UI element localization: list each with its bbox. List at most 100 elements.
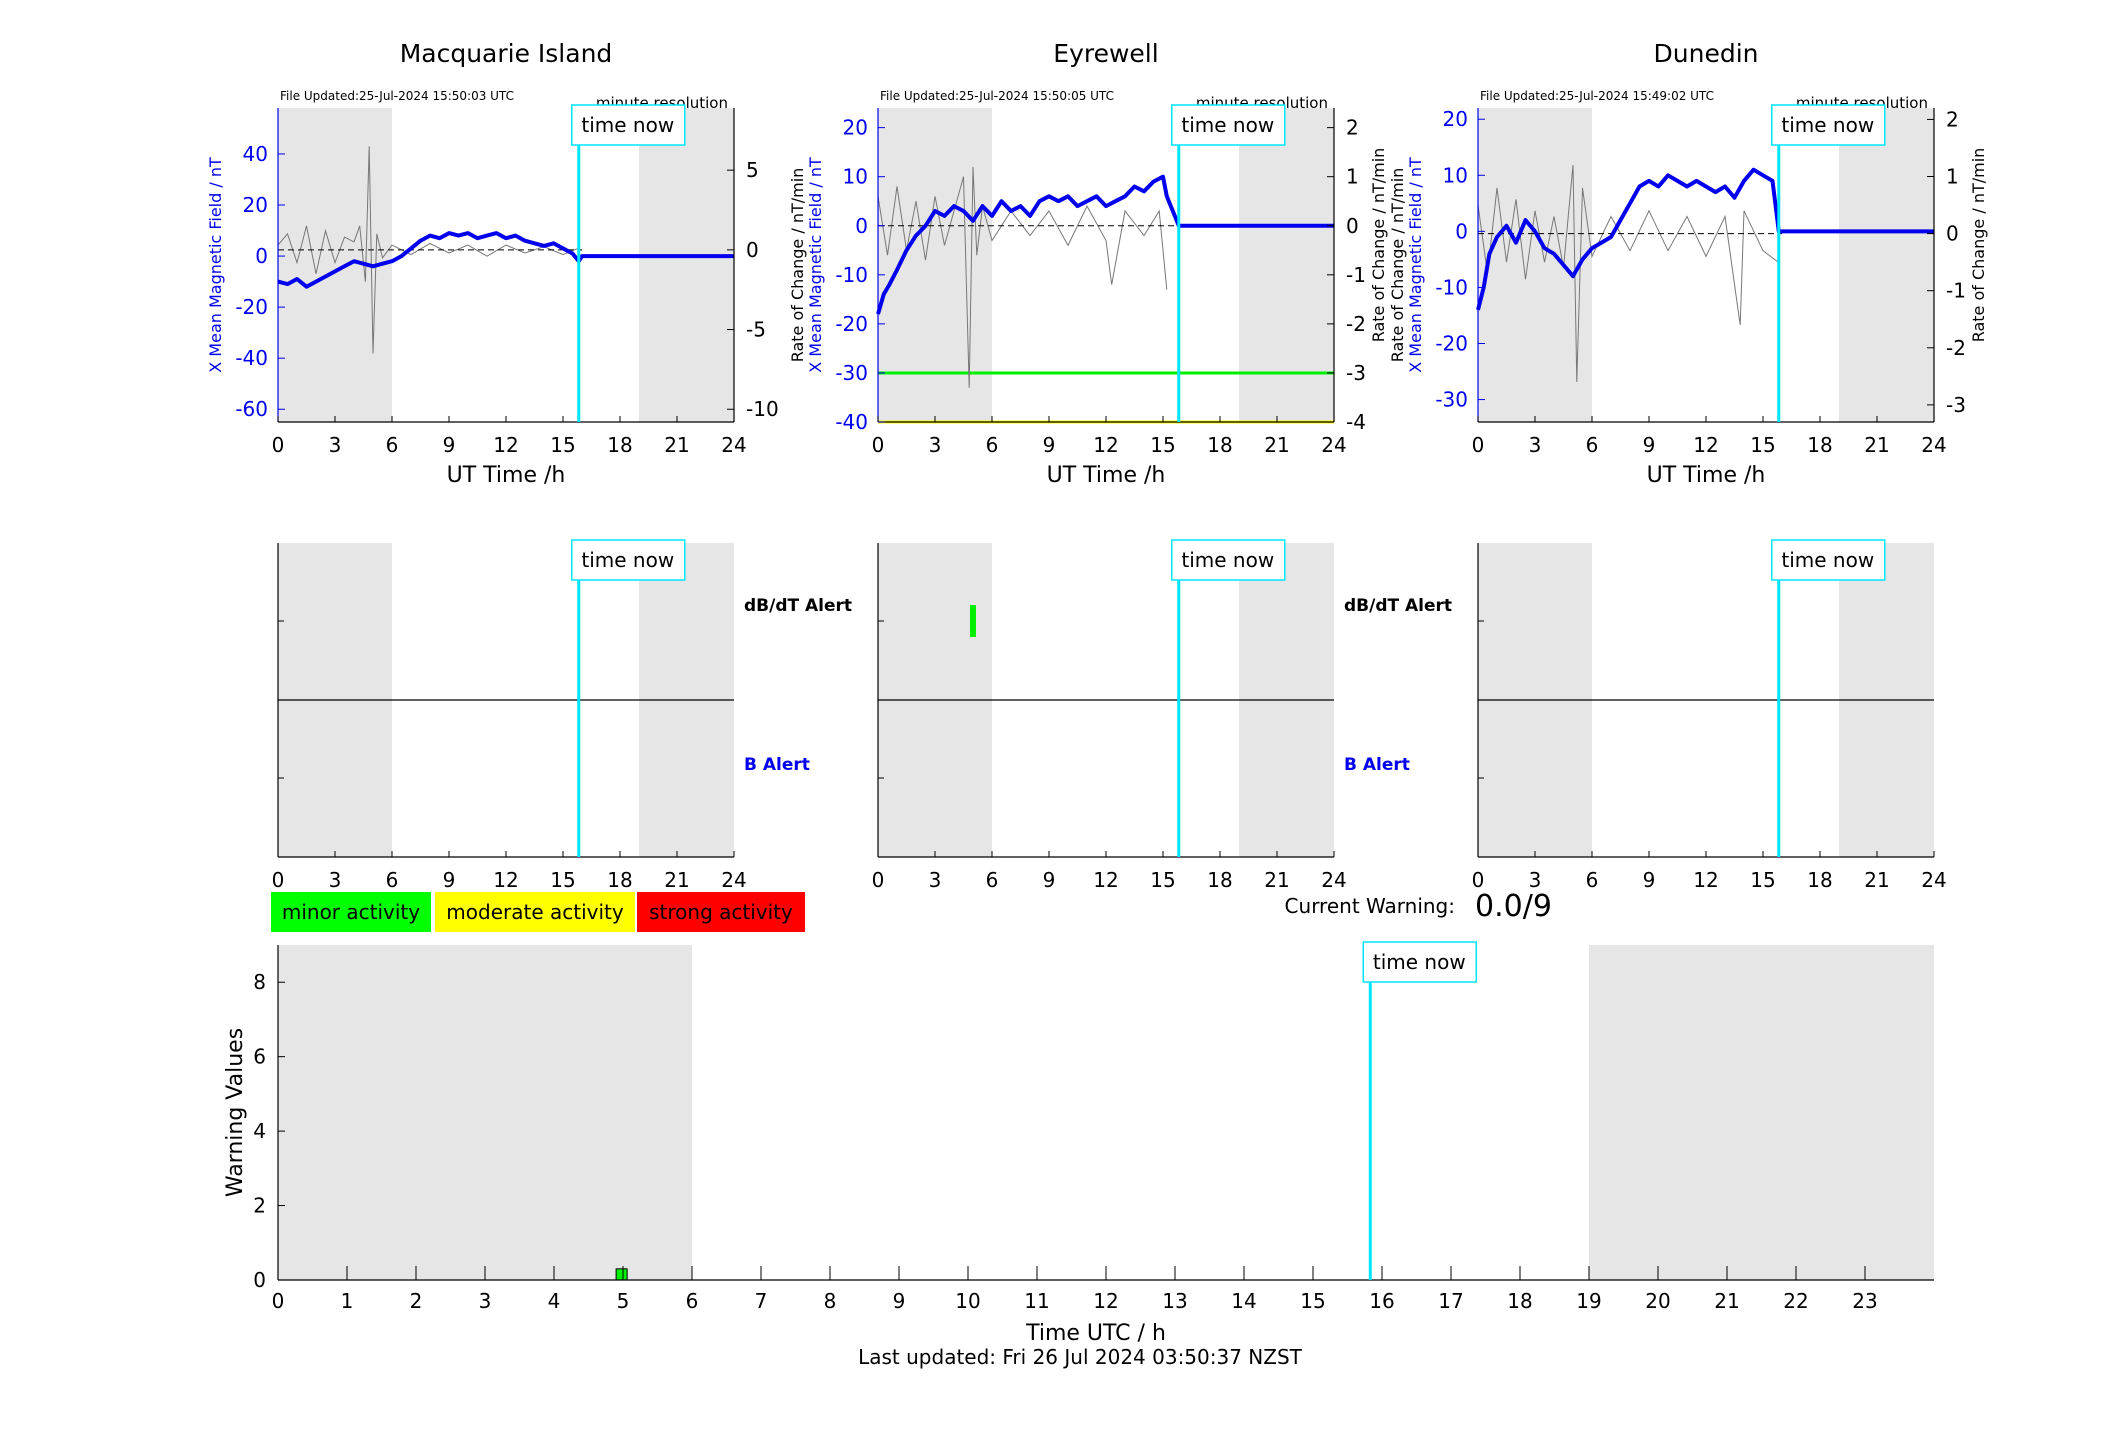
alert-x-tick-label: 15 — [550, 868, 575, 892]
time-now-box-alert-3 — [1771, 539, 1886, 581]
time-now-label-warning: time now — [1373, 950, 1466, 974]
alert-panel-2: 0 3 6 9 12 15 18 21 24 dB/dT Alert B Alert time now — [872, 539, 1452, 892]
warning-x-tick-label: 0 — [272, 1289, 285, 1313]
alert-x-tick-label: 0 — [1472, 868, 1485, 892]
right-tick-label: 2 — [1346, 116, 1359, 140]
rate-of-change-line — [877, 166, 1168, 388]
left-tick-label: -30 — [1435, 388, 1468, 412]
x-tick-label: 18 — [1807, 433, 1832, 457]
alert-x-tick-label: 12 — [1693, 868, 1718, 892]
warning-x-tick-label: 20 — [1645, 1289, 1670, 1313]
alert-x-tick-label: 6 — [1586, 868, 1599, 892]
file-updated-text: File Updated:25-Jul-2024 15:50:05 UTC — [880, 89, 1114, 103]
night-shade-0 — [1478, 108, 1592, 422]
alert-x-tick-label: 0 — [272, 868, 285, 892]
time-now-box-alert-2 — [1171, 539, 1286, 581]
warning-x-tick-label: 5 — [617, 1289, 630, 1313]
alert-x-tick-label: 24 — [1321, 868, 1346, 892]
left-tick-label: 20 — [843, 116, 868, 140]
left-tick-label: 0 — [255, 244, 268, 268]
warning-x-tick-label: 23 — [1852, 1289, 1877, 1313]
warning-x-tick-label: 7 — [755, 1289, 768, 1313]
time-now-label-top-3: time now — [1781, 113, 1874, 137]
field-axis-label: X Mean Magnetic Field / nT — [206, 157, 225, 373]
right-tick-label: -1 — [1946, 279, 1966, 303]
right-tick-label: 1 — [1346, 165, 1359, 189]
rate-of-change-line — [1477, 165, 1779, 383]
legend-label-1: moderate activity — [446, 900, 624, 924]
right-tick-label: -3 — [1346, 361, 1366, 385]
x-tick-label: 12 — [493, 433, 518, 457]
alert-x-tick-label: 6 — [386, 868, 399, 892]
alert-x-tick-label: 15 — [1150, 868, 1175, 892]
alert-x-tick-label: 0 — [872, 868, 885, 892]
x-tick-label: 6 — [1586, 433, 1599, 457]
time-now-box-warning — [1362, 941, 1478, 983]
x-tick-label: 24 — [1321, 433, 1346, 457]
warning-night-shade-0 — [278, 945, 692, 1280]
time-now-label-alert-1: time now — [581, 548, 674, 572]
x-tick-label: 24 — [721, 433, 746, 457]
legend-swatch-2 — [637, 892, 805, 932]
alert-x-tick-label: 3 — [329, 868, 342, 892]
rate-axis-label-right: Rate of Change / nT/min — [1969, 148, 1988, 343]
rate-axis-label-right: Rate of Change / nT/min — [1369, 148, 1388, 343]
alert-x-tick-label: 21 — [664, 868, 689, 892]
x-tick-label: 12 — [1093, 433, 1118, 457]
left-tick-label: 0 — [1455, 219, 1468, 243]
x-tick-label: 18 — [1207, 433, 1232, 457]
warning-y-tick-label: 4 — [253, 1119, 266, 1143]
time-now-label-alert-2: time now — [1181, 548, 1274, 572]
file-updated-text: File Updated:25-Jul-2024 15:49:02 UTC — [1480, 89, 1714, 103]
x-tick-label: 15 — [550, 433, 575, 457]
station-title: Dunedin — [1654, 39, 1759, 68]
right-tick-label: -1 — [1346, 263, 1366, 287]
warning-y-axis-label: Warning Values — [223, 1028, 248, 1197]
right-tick-label: -4 — [1346, 410, 1366, 434]
warning-y-tick-label: 8 — [253, 970, 266, 994]
warning-x-tick-label: 1 — [341, 1289, 354, 1313]
x-tick-label: 3 — [1529, 433, 1542, 457]
x-tick-label: 0 — [1472, 433, 1485, 457]
x-tick-label: 6 — [986, 433, 999, 457]
x-tick-label: 0 — [272, 433, 285, 457]
warning-x-tick-label: 14 — [1231, 1289, 1256, 1313]
time-now-box-top-3 — [1771, 104, 1886, 146]
alert-x-tick-label: 12 — [1093, 868, 1118, 892]
b-alert-label: B Alert — [1344, 755, 1410, 775]
warning-x-tick-label: 10 — [955, 1289, 980, 1313]
time-now-label-alert-3: time now — [1781, 548, 1874, 572]
x-tick-label: 9 — [1043, 433, 1056, 457]
warning-x-axis-label: Time UTC / h — [1025, 1321, 1166, 1346]
warning-y-tick-label: 2 — [253, 1194, 266, 1218]
warning-x-tick-label: 16 — [1369, 1289, 1394, 1313]
time-now-label-top-1: time now — [581, 113, 674, 137]
legend-label-2: strong activity — [649, 900, 793, 924]
x-tick-label: 6 — [386, 433, 399, 457]
left-tick-label: -20 — [235, 295, 268, 319]
warning-x-tick-label: 13 — [1162, 1289, 1187, 1313]
left-tick-label: -20 — [835, 312, 868, 336]
magnetometer-charts: Macquarie Island File Updated:25-Jul-2024… — [206, 39, 1988, 488]
warning-night-shade-1 — [1589, 945, 1934, 1280]
time-now-box-top-2 — [1171, 104, 1286, 146]
warning-x-tick-label: 22 — [1783, 1289, 1808, 1313]
legend-swatch-0 — [271, 892, 431, 932]
warning-x-tick-label: 11 — [1024, 1289, 1049, 1313]
night-shade-1 — [639, 108, 734, 422]
right-tick-label: -2 — [1946, 336, 1966, 360]
x-tick-label: 3 — [929, 433, 942, 457]
x-tick-label: 12 — [1693, 433, 1718, 457]
left-tick-label: 10 — [843, 165, 868, 189]
warning-x-tick-label: 3 — [479, 1289, 492, 1313]
x-tick-label: 9 — [443, 433, 456, 457]
alert-x-tick-label: 15 — [1750, 868, 1775, 892]
alert-x-tick-label: 3 — [929, 868, 942, 892]
alert-x-tick-label: 18 — [607, 868, 632, 892]
left-tick-label: 20 — [1443, 107, 1468, 131]
right-tick-label: -10 — [746, 397, 779, 421]
rate-axis-label-left: Rate of Change / nT/min — [788, 168, 807, 363]
warning-x-tick-label: 6 — [686, 1289, 699, 1313]
alert-mark-dBdT-0 — [970, 605, 976, 637]
time-now-label-top-2: time now — [1181, 113, 1274, 137]
